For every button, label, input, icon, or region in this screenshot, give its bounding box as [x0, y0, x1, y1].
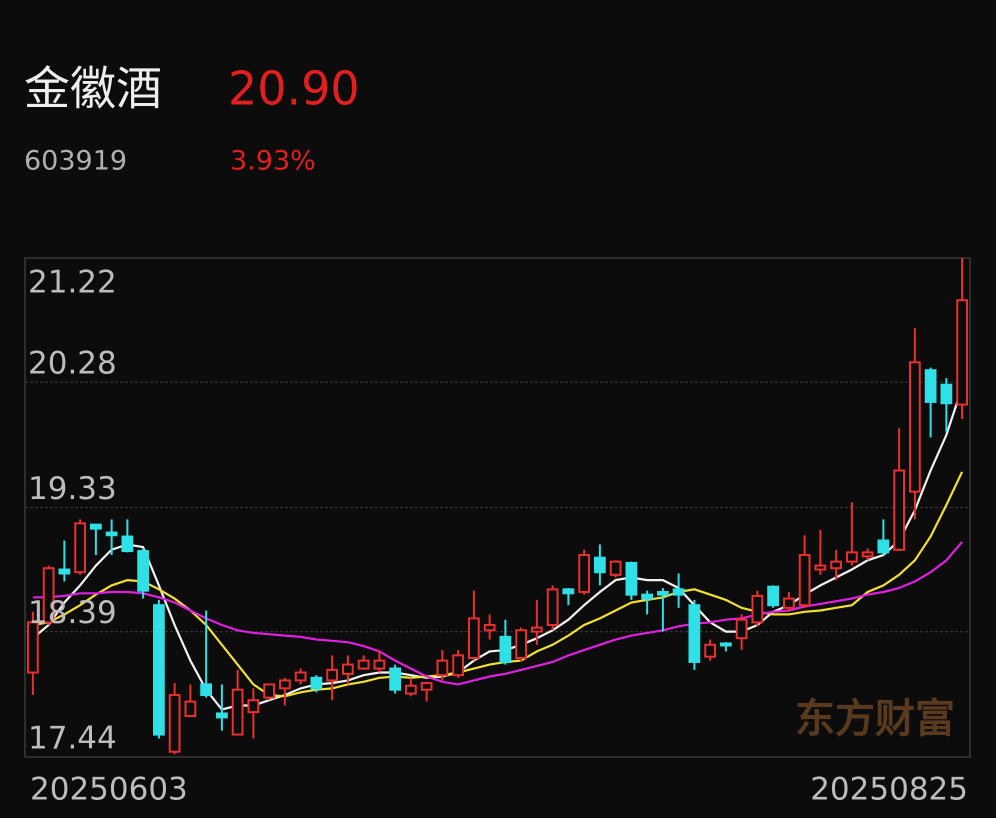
x-tick-label: 20250825: [810, 772, 968, 808]
candle-body: [294, 671, 307, 682]
candle-body: [861, 551, 874, 558]
candle-body: [593, 556, 606, 574]
candle-body: [341, 663, 354, 675]
candle-body: [688, 604, 701, 663]
candle-body: [200, 683, 213, 696]
candle-body: [278, 679, 291, 690]
candle-body: [515, 629, 528, 659]
candle-body: [310, 676, 323, 690]
moving-average-line: [32, 387, 964, 711]
candle-body: [704, 643, 717, 658]
y-tick-label: 20.28: [28, 346, 117, 382]
y-tick-label: 21.22: [28, 265, 117, 301]
candle-body: [467, 617, 480, 659]
candle-body: [389, 667, 402, 691]
candle-body: [656, 590, 669, 596]
candle-body: [814, 564, 827, 571]
candle-body: [798, 554, 811, 607]
candle-body: [152, 604, 165, 736]
candle-body: [326, 668, 339, 682]
candle-body: [137, 550, 150, 592]
candle-body: [625, 561, 638, 596]
candle-body: [89, 523, 102, 530]
candle-body: [357, 659, 370, 670]
candle-body: [247, 699, 260, 714]
candle-body: [908, 361, 921, 493]
candle-body: [562, 588, 575, 595]
candle-body: [530, 626, 543, 633]
candle-body: [767, 585, 780, 607]
candle-body: [420, 682, 433, 691]
candle-body: [26, 621, 39, 674]
candle-body: [263, 683, 276, 699]
candle-body: [58, 568, 71, 575]
candle-body: [105, 531, 118, 537]
candle-body: [719, 642, 732, 647]
stock-code: 603919: [24, 146, 127, 177]
candle-body: [121, 535, 134, 553]
y-tick-label: 19.33: [28, 471, 117, 507]
candle-body: [924, 369, 937, 403]
candle-body: [830, 560, 843, 570]
candle-body: [373, 659, 386, 670]
candle-body: [546, 588, 559, 626]
x-tick-label: 20250603: [30, 772, 188, 808]
candle-body: [609, 560, 622, 576]
candle-body: [184, 700, 197, 718]
candle-body: [42, 567, 55, 624]
candle-body: [578, 554, 591, 593]
candle-body: [956, 299, 969, 406]
y-tick-label: 17.44: [28, 721, 117, 757]
candle-body: [499, 635, 512, 663]
candle-body: [404, 684, 417, 695]
stock-name: 金徽酒: [24, 62, 162, 116]
candle-body: [751, 594, 764, 624]
candle-body: [893, 469, 906, 551]
candle-body: [231, 688, 244, 736]
candle-body: [940, 383, 953, 405]
y-tick-label: 18.39: [28, 595, 117, 631]
candle-body: [845, 551, 858, 563]
candle-body: [735, 618, 748, 640]
candle-body: [74, 522, 87, 574]
candle-body: [452, 654, 465, 677]
candle-body: [168, 693, 181, 753]
candle-body: [641, 593, 654, 600]
stock-price: 20.90: [228, 62, 360, 116]
candle-body: [877, 539, 890, 554]
watermark: 东方财富: [795, 695, 955, 742]
candle-body: [483, 623, 496, 632]
candle-body: [436, 659, 449, 677]
candle-body: [672, 588, 685, 596]
change-percent: 3.93%: [230, 146, 316, 177]
candle-body: [215, 712, 228, 719]
candle-body: [782, 597, 795, 609]
